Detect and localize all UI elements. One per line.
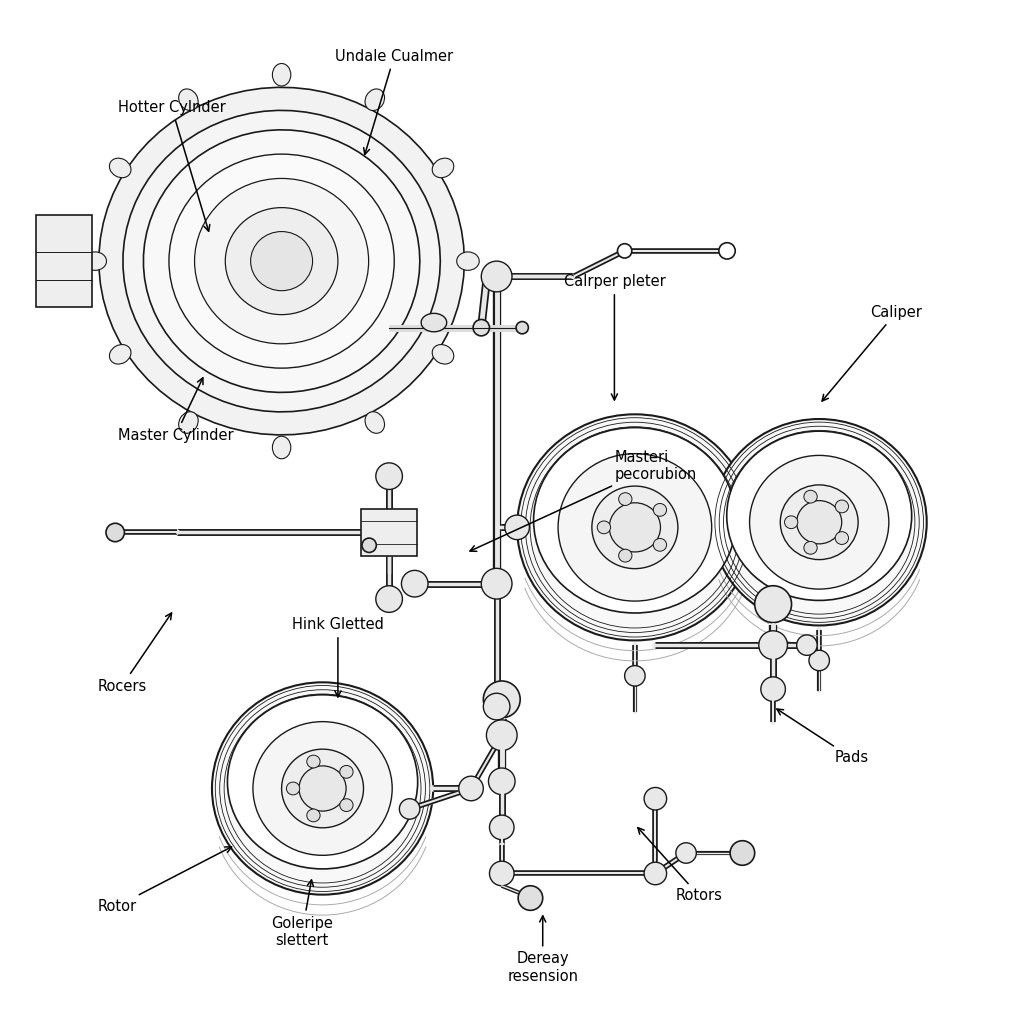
Ellipse shape [225, 208, 338, 314]
Ellipse shape [178, 89, 199, 111]
Circle shape [376, 463, 402, 489]
Circle shape [755, 586, 792, 623]
Text: Master Cylinder: Master Cylinder [118, 378, 233, 442]
Circle shape [505, 515, 529, 540]
Ellipse shape [653, 539, 667, 551]
Ellipse shape [457, 252, 479, 270]
Ellipse shape [780, 485, 858, 559]
Ellipse shape [272, 436, 291, 459]
Ellipse shape [432, 158, 454, 178]
Circle shape [516, 322, 528, 334]
Ellipse shape [110, 344, 131, 365]
Circle shape [761, 677, 785, 701]
Circle shape [489, 815, 514, 840]
Circle shape [644, 787, 667, 810]
Circle shape [486, 720, 517, 751]
Circle shape [797, 635, 817, 655]
Circle shape [518, 886, 543, 910]
Text: Caliper: Caliper [822, 305, 923, 401]
Text: Goleripe
slettert: Goleripe slettert [271, 880, 333, 948]
Ellipse shape [307, 755, 321, 768]
Circle shape [459, 776, 483, 801]
Ellipse shape [618, 493, 632, 506]
Circle shape [644, 862, 667, 885]
Ellipse shape [251, 231, 312, 291]
Text: Pads: Pads [777, 709, 868, 765]
Ellipse shape [712, 419, 927, 626]
Circle shape [617, 244, 632, 258]
Text: Rocers: Rocers [97, 613, 172, 693]
FancyBboxPatch shape [36, 215, 92, 307]
Ellipse shape [592, 486, 678, 568]
Ellipse shape [195, 178, 369, 344]
Text: Masteri
pecorubion: Masteri pecorubion [470, 450, 696, 551]
Ellipse shape [307, 809, 321, 822]
Ellipse shape [365, 89, 385, 111]
Circle shape [759, 631, 787, 659]
Text: Hotter Cylnder: Hotter Cylnder [118, 100, 225, 231]
Ellipse shape [534, 428, 736, 613]
Ellipse shape [212, 682, 433, 895]
Text: Undale Cualmer: Undale Cualmer [335, 49, 454, 155]
Ellipse shape [84, 252, 106, 270]
Text: Hink Gletted: Hink Gletted [292, 617, 384, 697]
Text: Dereay
resension: Dereay resension [507, 915, 579, 984]
Ellipse shape [750, 456, 889, 589]
Text: Rotors: Rotors [638, 827, 723, 903]
Circle shape [488, 768, 515, 795]
Circle shape [473, 319, 489, 336]
Circle shape [376, 586, 402, 612]
Circle shape [730, 841, 755, 865]
Ellipse shape [253, 722, 392, 855]
Text: Rotor: Rotor [97, 847, 231, 913]
Ellipse shape [110, 158, 131, 178]
Ellipse shape [421, 313, 446, 332]
Polygon shape [143, 130, 420, 392]
Circle shape [489, 861, 514, 886]
Circle shape [719, 243, 735, 259]
Ellipse shape [340, 799, 353, 811]
Ellipse shape [272, 63, 291, 86]
Circle shape [483, 681, 520, 718]
Ellipse shape [609, 503, 660, 552]
Circle shape [809, 650, 829, 671]
Ellipse shape [784, 516, 798, 528]
Ellipse shape [836, 531, 849, 545]
Ellipse shape [727, 431, 911, 600]
Ellipse shape [282, 750, 364, 827]
Circle shape [676, 843, 696, 863]
Circle shape [481, 261, 512, 292]
FancyBboxPatch shape [360, 510, 418, 555]
Circle shape [106, 523, 124, 542]
Circle shape [483, 693, 510, 720]
Text: Calrper pleter: Calrper pleter [563, 274, 666, 400]
Ellipse shape [169, 154, 394, 369]
Circle shape [399, 799, 420, 819]
Circle shape [401, 570, 428, 597]
Ellipse shape [517, 415, 753, 640]
Ellipse shape [365, 412, 385, 433]
Ellipse shape [597, 521, 610, 534]
Ellipse shape [558, 454, 712, 601]
Circle shape [481, 568, 512, 599]
Polygon shape [99, 87, 465, 435]
Ellipse shape [178, 412, 199, 433]
Ellipse shape [287, 782, 300, 795]
Ellipse shape [340, 766, 353, 778]
Ellipse shape [299, 766, 346, 811]
Ellipse shape [227, 695, 418, 869]
Ellipse shape [653, 504, 667, 516]
Circle shape [362, 539, 377, 553]
Ellipse shape [618, 549, 632, 562]
Ellipse shape [804, 542, 817, 554]
Ellipse shape [797, 501, 842, 544]
Ellipse shape [804, 490, 817, 503]
Circle shape [625, 666, 645, 686]
Ellipse shape [836, 500, 849, 513]
Polygon shape [123, 111, 440, 412]
Ellipse shape [432, 344, 454, 365]
